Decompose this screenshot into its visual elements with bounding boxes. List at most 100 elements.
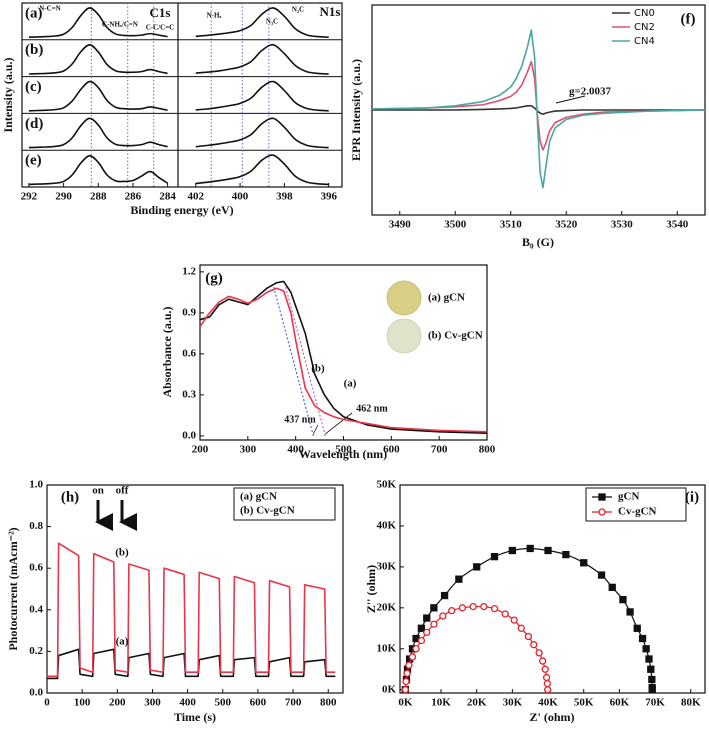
- tangent-pointer: [325, 412, 353, 435]
- x-tick-label: 300: [240, 444, 257, 456]
- y-tick-label: 0.6: [29, 562, 43, 574]
- peak-annotation: N₂C: [292, 6, 304, 14]
- annotation: (b): [311, 363, 325, 375]
- y-axis-label: Z'' (ohm): [364, 565, 378, 613]
- x-tick-label: 800: [479, 444, 496, 456]
- legend-label: (a) gCN: [240, 491, 277, 503]
- x-tick-label: 200: [192, 444, 209, 456]
- x-tick-label: 286: [125, 191, 142, 203]
- region-name: N1s: [320, 4, 341, 19]
- y-tick-label: 30K: [376, 560, 396, 572]
- x-tick-label: 20K: [467, 697, 487, 709]
- spectrum-line: [28, 43, 168, 75]
- tangent-line: [284, 285, 326, 437]
- series-line: [199, 287, 488, 433]
- data-point: [626, 608, 634, 616]
- y-tick-label: 0.6: [182, 347, 196, 359]
- x-tick-label: 3540: [666, 219, 689, 231]
- plot-frame: [21, 2, 343, 188]
- legend-label: CN4: [634, 36, 655, 47]
- spectrum-line: [195, 7, 329, 39]
- x-tick-label: 70K: [645, 697, 665, 709]
- annotation: g=2.0037: [569, 86, 612, 98]
- y-axis-label: EPR Intensity (a.u.): [349, 59, 363, 161]
- data-point: [517, 624, 525, 632]
- data-point: [423, 614, 431, 622]
- data-point: [501, 610, 509, 618]
- x-tick-label: 3490: [389, 219, 412, 231]
- x-tick-label: 30K: [503, 697, 523, 709]
- y-tick-label: 10K: [376, 642, 396, 654]
- x-tick-label: 600: [250, 697, 267, 709]
- x-tick-label: 300: [144, 697, 161, 709]
- annotation: on: [92, 485, 104, 497]
- row-label: (a): [25, 5, 43, 21]
- y-tick-label: 0.4: [29, 603, 43, 615]
- legend-label: CN0: [634, 8, 655, 19]
- y-tick-label: 0.0: [182, 429, 196, 441]
- data-point: [439, 612, 447, 620]
- x-tick-label: 40K: [538, 697, 558, 709]
- data-point: [633, 624, 641, 632]
- x-tick-label: 600: [383, 444, 400, 456]
- peak-annotation: N-Hₓ: [207, 12, 223, 20]
- data-point: [647, 665, 655, 673]
- y-axis-label: Photocurrent (mAcm⁻²): [6, 527, 20, 650]
- x-tick-label: 3520: [555, 219, 578, 231]
- row-label: (d): [25, 116, 43, 132]
- x-tick-label: 200: [109, 697, 126, 709]
- data-point: [440, 591, 449, 600]
- x-axis-label: Z' (ohm): [530, 710, 575, 724]
- x-tick-label: 398: [276, 191, 293, 203]
- x-tick-label: 3530: [611, 219, 634, 231]
- tangent-pointer: [313, 424, 319, 435]
- legend-label: (a) gCN: [428, 292, 465, 304]
- data-point: [480, 602, 488, 611]
- row-label: (e): [25, 153, 42, 169]
- peak-annotation: C-C/C=C: [146, 24, 175, 32]
- data-point: [417, 624, 426, 632]
- tangent-label: 437 nm: [284, 414, 316, 425]
- data-point: [648, 686, 656, 694]
- y-tick-label: 0.3: [182, 388, 196, 400]
- y-tick-label: 0.2: [29, 645, 43, 657]
- x-tick-label: 10K: [431, 697, 451, 709]
- y-tick-label: 0.0: [29, 687, 43, 699]
- x-tick-label: 50K: [574, 697, 594, 709]
- spectrum-line: [28, 117, 168, 149]
- data-point: [455, 575, 463, 583]
- spectrum-line: [28, 154, 169, 186]
- data-point: [544, 546, 552, 555]
- peak-annotation: N₃C: [266, 18, 278, 26]
- spectrum-line: [28, 7, 168, 39]
- x-axis-label: Binding energy (eV): [130, 203, 233, 217]
- x-axis-label: B₀ (G): [522, 235, 554, 249]
- legend-label: (b) Cv-gCN: [428, 330, 483, 342]
- y-tick-label: 0.9: [182, 306, 196, 318]
- series-line: [371, 29, 706, 189]
- legend-box: [233, 487, 336, 521]
- data-point: [508, 546, 517, 555]
- y-tick-label: 20K: [376, 601, 396, 613]
- x-tick-label: 290: [55, 191, 72, 203]
- spectrum-line: [195, 154, 329, 186]
- series-line: [372, 105, 705, 115]
- x-tick-label: 288: [90, 191, 107, 203]
- y-tick-label: 0.8: [29, 520, 43, 532]
- data-point: [619, 595, 627, 604]
- data-point: [535, 649, 543, 657]
- data-point: [412, 645, 420, 653]
- series-line: [199, 280, 488, 434]
- x-tick-label: 3500: [444, 219, 467, 231]
- x-tick-label: 3510: [500, 219, 523, 231]
- x-tick-label: 700: [431, 444, 448, 456]
- y-tick-label: 0K: [382, 683, 397, 695]
- panel-label: (g): [205, 270, 223, 286]
- data-point: [469, 602, 477, 611]
- legend-label: Cv-gCN: [618, 506, 657, 518]
- annotation: (a): [116, 636, 129, 648]
- x-tick-label: 292: [21, 191, 38, 203]
- x-tick-label: 400: [287, 444, 304, 456]
- y-axis-label: Intensity (a.u.): [1, 57, 15, 132]
